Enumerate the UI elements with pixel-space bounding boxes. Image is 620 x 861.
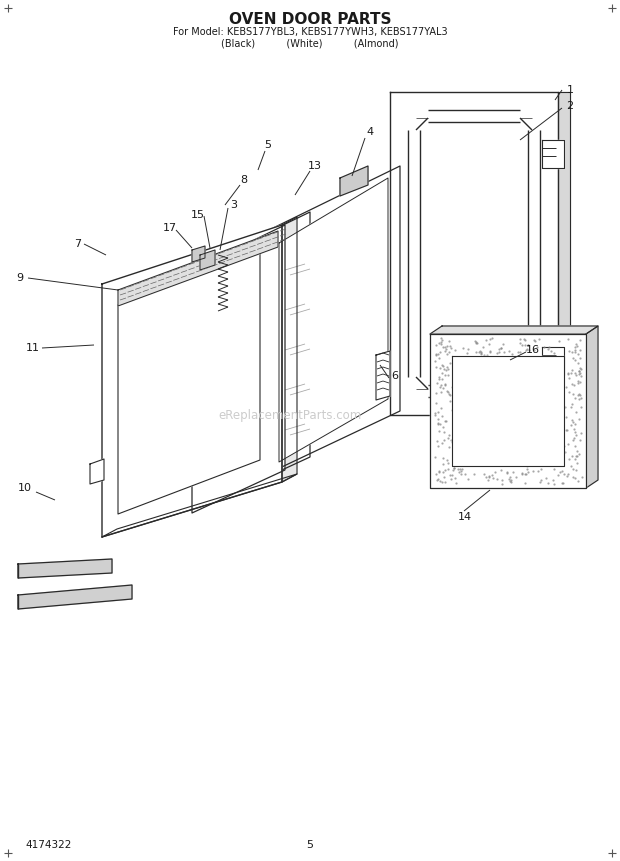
Polygon shape: [192, 225, 285, 513]
Polygon shape: [279, 178, 388, 462]
Text: 14: 14: [458, 512, 472, 522]
Text: 15: 15: [191, 210, 205, 220]
Polygon shape: [430, 326, 598, 334]
Text: 6: 6: [391, 371, 399, 381]
Polygon shape: [586, 326, 598, 488]
Polygon shape: [18, 559, 112, 578]
Polygon shape: [217, 212, 310, 500]
Polygon shape: [118, 231, 278, 306]
Polygon shape: [558, 92, 570, 415]
Polygon shape: [102, 225, 282, 537]
Text: eReplacementParts.com: eReplacementParts.com: [218, 408, 361, 422]
Text: 7: 7: [74, 239, 82, 249]
Text: 4: 4: [366, 127, 374, 137]
Text: 2: 2: [567, 101, 574, 111]
Polygon shape: [376, 351, 390, 400]
Polygon shape: [452, 356, 564, 466]
Polygon shape: [267, 166, 400, 474]
Polygon shape: [102, 474, 297, 537]
Text: 9: 9: [17, 273, 24, 283]
Text: 3: 3: [231, 200, 237, 210]
Polygon shape: [542, 140, 564, 168]
Text: 11: 11: [26, 343, 40, 353]
Polygon shape: [118, 250, 260, 514]
Polygon shape: [192, 246, 205, 262]
Text: 5: 5: [306, 840, 314, 850]
Text: 10: 10: [18, 483, 32, 493]
Text: 5: 5: [265, 140, 272, 150]
Polygon shape: [282, 217, 297, 482]
Text: 13: 13: [308, 161, 322, 171]
Polygon shape: [90, 459, 104, 484]
Text: 16: 16: [526, 345, 540, 355]
Polygon shape: [340, 166, 368, 196]
Polygon shape: [430, 334, 586, 488]
Text: (Black)          (White)          (Almond): (Black) (White) (Almond): [221, 39, 399, 49]
Text: 1: 1: [567, 85, 574, 95]
Polygon shape: [200, 250, 215, 270]
Text: 17: 17: [163, 223, 177, 233]
Polygon shape: [390, 92, 558, 415]
Text: For Model: KEBS177YBL3, KEBS177YWH3, KEBS177YAL3: For Model: KEBS177YBL3, KEBS177YWH3, KEB…: [173, 27, 447, 37]
Text: OVEN DOOR PARTS: OVEN DOOR PARTS: [229, 11, 391, 27]
Text: 8: 8: [241, 175, 247, 185]
Polygon shape: [18, 585, 132, 609]
Polygon shape: [542, 347, 564, 375]
Text: 4174322: 4174322: [25, 840, 71, 850]
